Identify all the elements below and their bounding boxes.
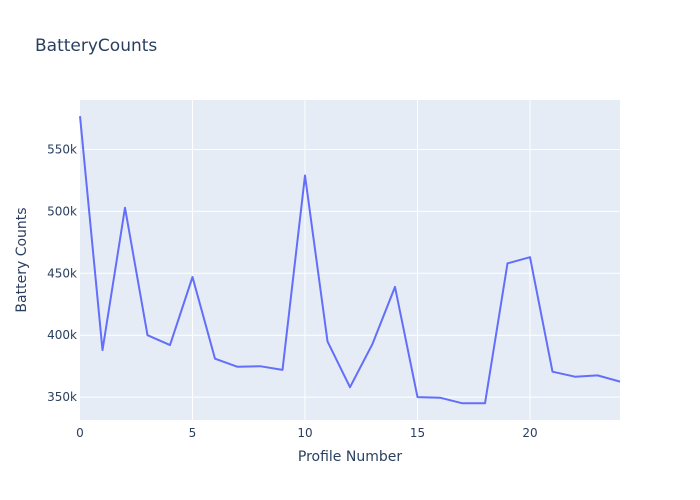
y-tick-label: 350k <box>47 390 77 404</box>
data-point[interactable] <box>571 373 579 381</box>
data-point[interactable] <box>189 273 197 281</box>
y-tick-label: 450k <box>47 266 77 280</box>
x-tick-label: 10 <box>297 426 312 440</box>
data-point[interactable] <box>616 378 624 386</box>
plot-background <box>80 100 620 420</box>
data-point[interactable] <box>369 340 377 348</box>
x-tick-label: 5 <box>189 426 197 440</box>
data-point[interactable] <box>504 259 512 267</box>
data-point[interactable] <box>481 399 489 407</box>
x-tick-label: 15 <box>410 426 425 440</box>
data-point[interactable] <box>346 383 354 391</box>
data-point[interactable] <box>459 399 467 407</box>
data-point[interactable] <box>121 204 129 212</box>
data-point[interactable] <box>324 337 332 345</box>
data-point[interactable] <box>99 346 107 354</box>
series-line <box>79 116 621 405</box>
y-axis-label: Battery Counts <box>14 207 30 312</box>
data-point[interactable] <box>211 355 219 363</box>
data-point[interactable] <box>166 341 174 349</box>
y-tick-label: 400k <box>47 328 77 342</box>
data-point[interactable] <box>414 393 422 401</box>
y-tick-label: 550k <box>47 143 77 157</box>
data-point[interactable] <box>144 331 152 339</box>
data-point[interactable] <box>301 172 309 180</box>
data-point[interactable] <box>594 371 602 379</box>
data-point[interactable] <box>526 253 534 261</box>
data-point[interactable] <box>549 368 557 376</box>
data-point[interactable] <box>76 112 84 120</box>
data-point[interactable] <box>256 362 264 370</box>
x-axis-label: Profile Number <box>298 449 402 465</box>
x-tick-label: 0 <box>76 426 84 440</box>
data-point[interactable] <box>279 366 287 374</box>
data-point[interactable] <box>234 363 242 371</box>
data-point[interactable] <box>436 394 444 402</box>
chart-title: BatteryCounts <box>35 36 157 56</box>
x-tick-label: 20 <box>522 426 537 440</box>
data-point[interactable] <box>391 283 399 291</box>
y-tick-label: 500k <box>47 204 77 218</box>
